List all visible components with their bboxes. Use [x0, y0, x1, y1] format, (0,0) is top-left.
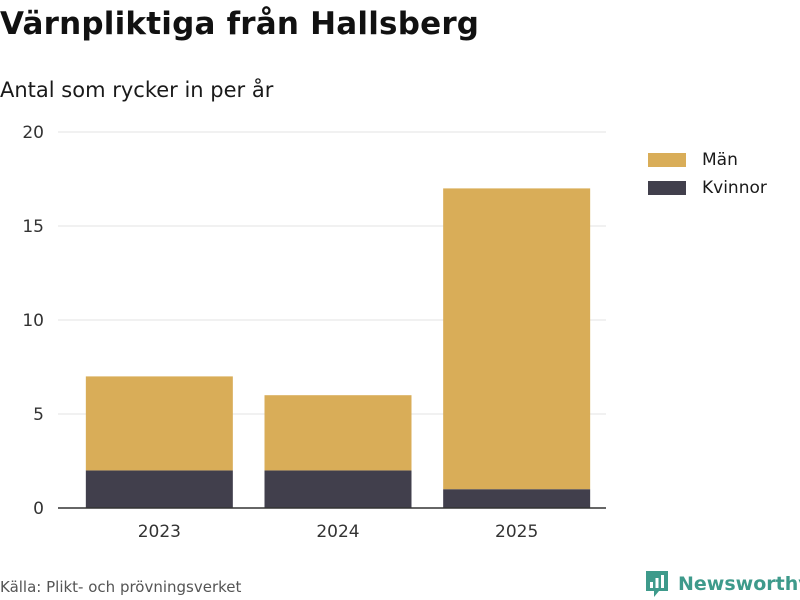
legend-swatch-kvinnor	[648, 181, 686, 195]
y-tick-label-15: 15	[22, 217, 44, 237]
bar-kvinnor-2023	[85, 470, 233, 508]
legend-item-man: Män	[648, 146, 767, 174]
x-tick-label-2025: 2025	[495, 522, 538, 542]
newsworthy-logo-icon	[646, 571, 668, 597]
chart-subtitle: Antal som rycker in per år	[0, 78, 274, 102]
x-tick-label-2024: 2024	[316, 522, 359, 542]
y-tick-label-5: 5	[33, 405, 44, 425]
legend-item-kvinnor: Kvinnor	[648, 174, 767, 202]
x-tick-label-2023: 2023	[138, 522, 181, 542]
bar-man-2024	[264, 395, 412, 471]
axes: 0 5 10 15 20 2023 2024 2025	[22, 123, 606, 542]
brand-name: Newsworthy	[678, 573, 800, 595]
bar-man-2023	[85, 376, 233, 471]
bar-man-2025	[443, 188, 591, 490]
legend-label-kvinnor: Kvinnor	[702, 178, 767, 198]
chart-title: Värnpliktiga från Hallsberg	[0, 6, 480, 42]
y-tick-label-20: 20	[22, 123, 44, 143]
bar-series	[85, 188, 591, 508]
y-tick-label-10: 10	[22, 311, 44, 331]
legend: Män Kvinnor	[648, 146, 767, 202]
brand-logo[interactable]: Newsworthy	[644, 569, 800, 599]
legend-swatch-man	[648, 153, 686, 167]
source-note: Källa: Plikt- och prövningsverket	[0, 578, 242, 596]
bar-kvinnor-2025	[443, 489, 591, 508]
legend-label-man: Män	[702, 150, 738, 170]
y-tick-label-0: 0	[33, 499, 44, 519]
bar-kvinnor-2024	[264, 470, 412, 508]
